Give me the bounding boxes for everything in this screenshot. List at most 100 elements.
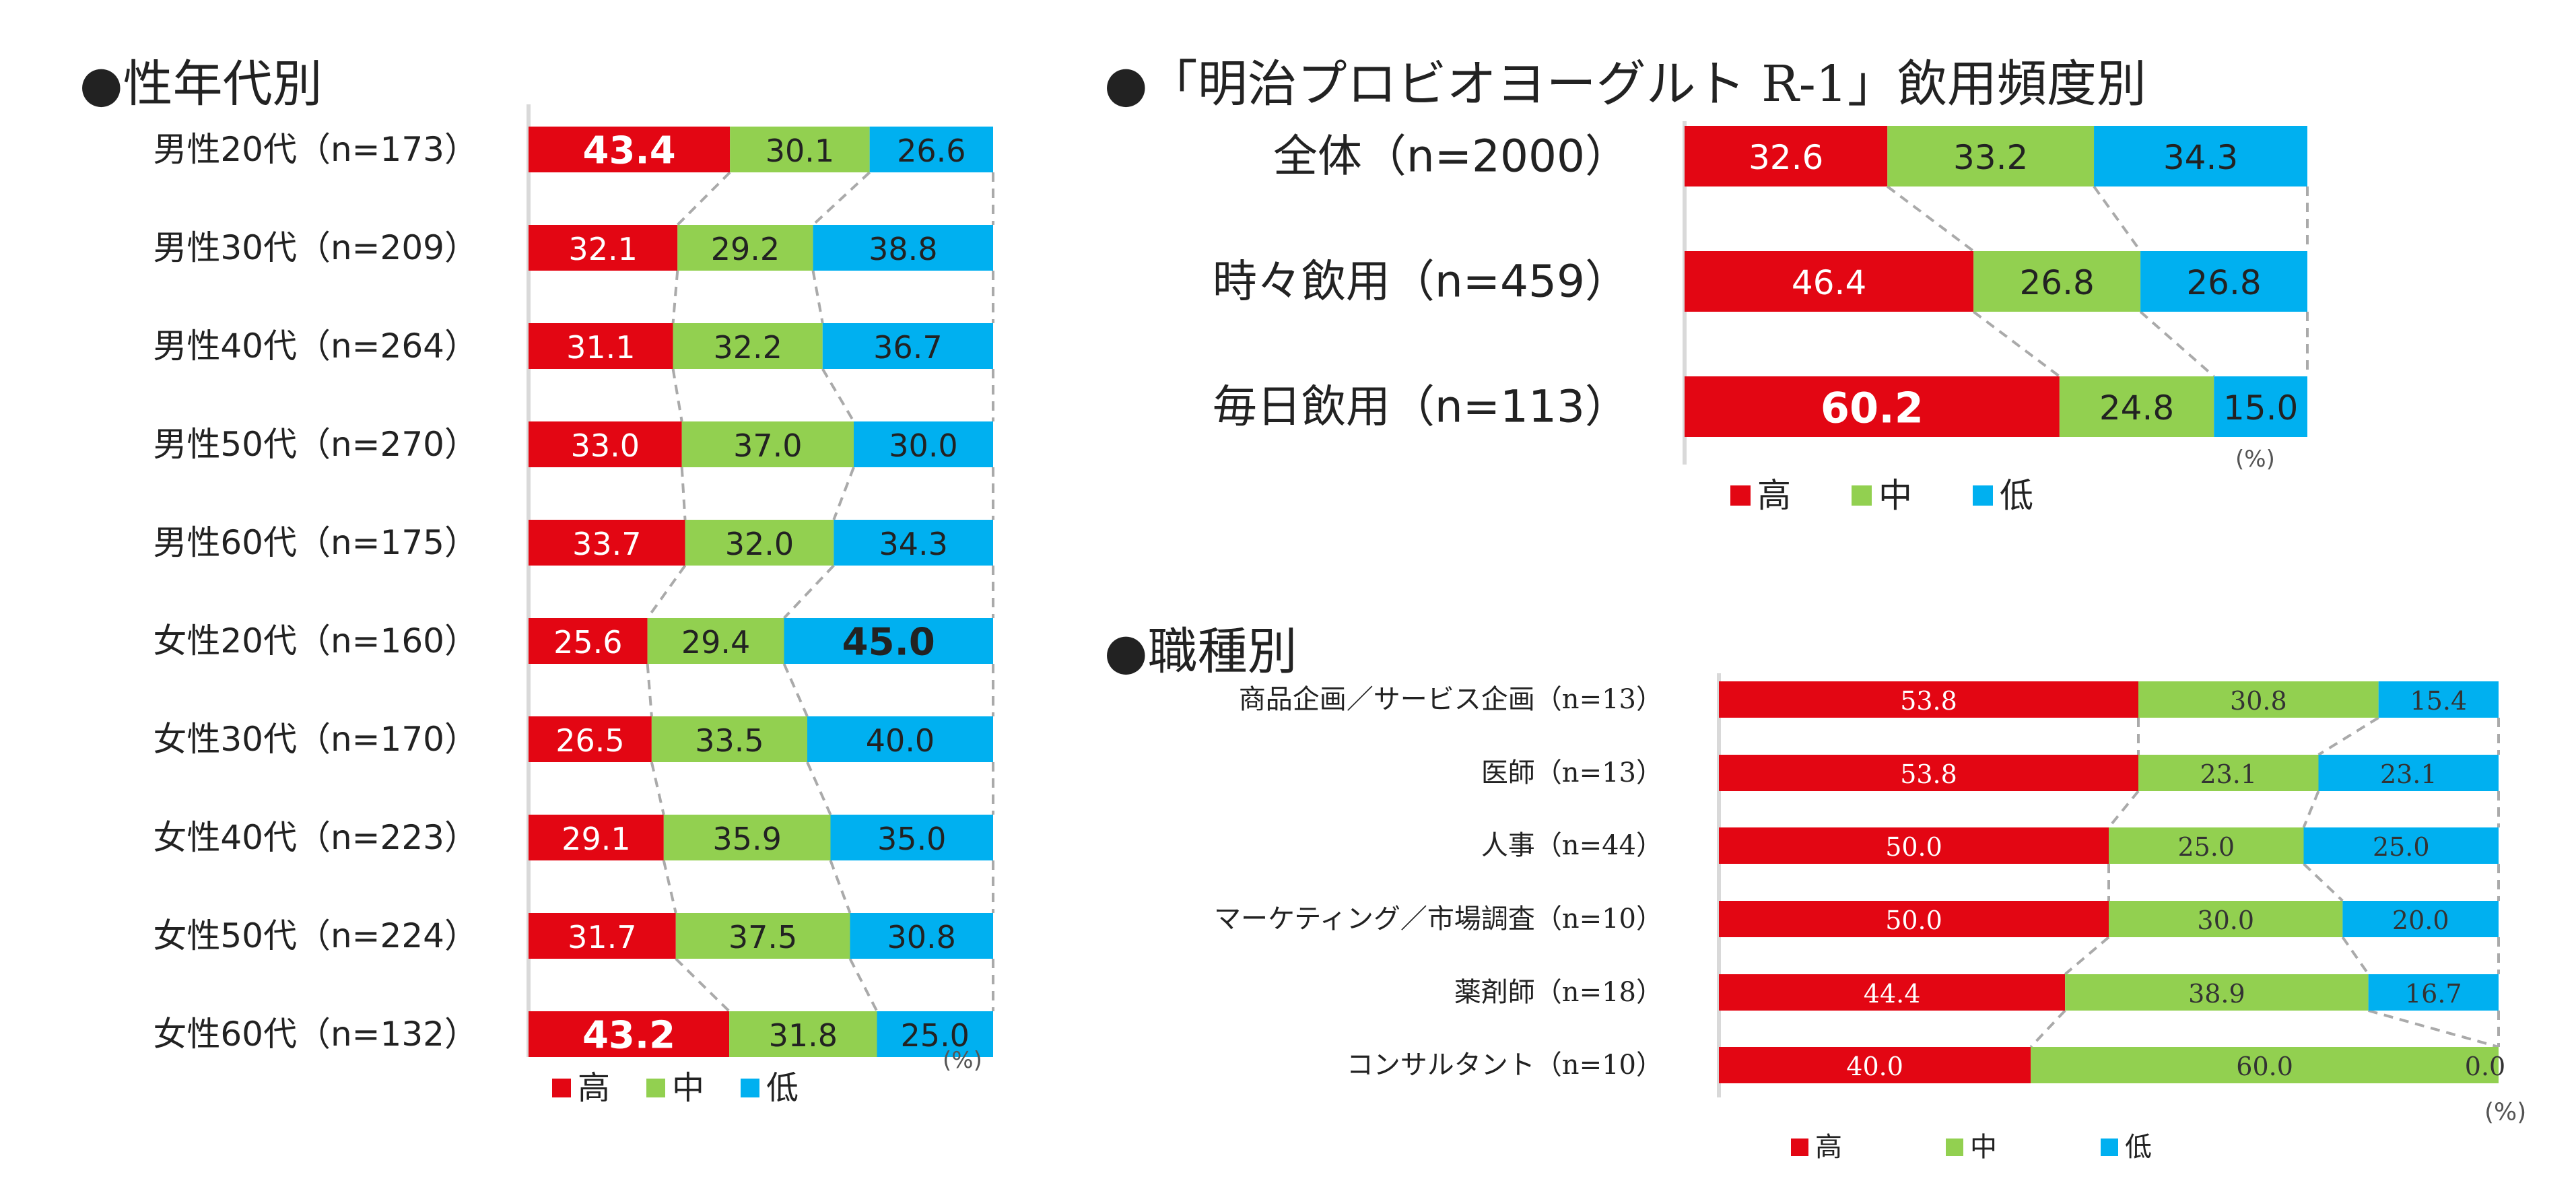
data-label: 45.0: [842, 621, 935, 665]
connector-line: [671, 368, 683, 422]
data-label: 31.7: [568, 919, 636, 955]
bar-segment-mid: [1973, 251, 2141, 312]
bar-segment-high: [1719, 1047, 2031, 1083]
legend-swatch-mid: [646, 1079, 665, 1097]
bar-segment-high: [529, 716, 652, 762]
bar-segment-high: [529, 913, 676, 959]
data-label: 35.0: [877, 821, 946, 857]
data-label: 23.1: [2380, 759, 2437, 789]
bar-segment-mid: [2031, 1047, 2499, 1083]
bar-segment-low: [813, 225, 993, 271]
data-label: 43.2: [582, 1014, 675, 1058]
category-label: 全体（n=2000）: [1273, 131, 1629, 182]
category-label: 男性20代（n=173）: [153, 130, 478, 169]
data-label: 29.4: [681, 624, 750, 660]
data-label: 25.0: [2373, 832, 2430, 862]
bar-segment-low: [2094, 126, 2307, 186]
unit-label: (%): [2484, 1099, 2526, 1126]
chart-title: ●「明治プロビオヨーグルト R-1」飲用頻度別: [1104, 55, 2146, 113]
data-label: 25.0: [901, 1017, 970, 1054]
bar-segment-low: [784, 618, 993, 664]
data-label: 26.6: [897, 133, 965, 169]
connector-line: [832, 467, 855, 520]
category-label: マーケティング／市場調査（n=10）: [1214, 904, 1663, 935]
connector-line: [680, 467, 687, 520]
data-label: 40.0: [866, 722, 935, 759]
data-label: 33.7: [572, 526, 641, 562]
connector-line: [783, 564, 835, 619]
unit-label: (%): [943, 1047, 982, 1074]
bar-segment-high: [529, 421, 682, 467]
unit-label: (%): [2235, 446, 2275, 473]
bar-segment-mid: [730, 127, 870, 172]
connector-line: [2093, 185, 2142, 252]
bar-segment-high: [529, 225, 678, 271]
connector-line: [2303, 862, 2344, 902]
data-label: 53.8: [1900, 686, 1957, 716]
legend-swatch-low: [741, 1079, 759, 1097]
category-label: 男性40代（n=264）: [153, 327, 478, 366]
data-label: 46.4: [1792, 263, 1866, 302]
connector-line: [782, 663, 809, 717]
data-label: 60.0: [2236, 1052, 2293, 1081]
bar-segment-mid: [651, 716, 807, 762]
data-label: 43.4: [582, 129, 675, 173]
data-label: 33.5: [695, 722, 764, 759]
bar-segment-mid: [729, 1011, 877, 1057]
data-label: 38.9: [2188, 979, 2245, 1009]
connector-line: [829, 860, 852, 914]
data-label: 30.0: [889, 428, 957, 464]
data-label: 30.8: [887, 919, 956, 955]
legend-label-low: 低: [2000, 476, 2033, 515]
data-label: 25.0: [2177, 832, 2235, 862]
data-label: 31.8: [769, 1017, 838, 1054]
connector-line: [2107, 790, 2140, 829]
bar-segment-mid: [2109, 901, 2343, 937]
bar-segment-high: [529, 815, 664, 860]
connector-line: [2139, 310, 2215, 378]
bar-segment-mid: [2138, 681, 2379, 718]
data-label: 50.0: [1885, 906, 1942, 935]
bar-segment-low: [2214, 376, 2307, 437]
bar-segment-mid: [685, 520, 834, 566]
legend-swatch-high: [1730, 485, 1751, 506]
bar-segment-high: [1719, 901, 2109, 937]
data-label: 32.2: [713, 329, 782, 366]
bar-segment-mid: [677, 225, 813, 271]
connector-line: [646, 564, 687, 619]
bar-segment-mid: [2138, 755, 2319, 791]
category-label: 男性30代（n=209）: [153, 228, 478, 267]
legend-label-high: 高: [1815, 1132, 1842, 1163]
bar-segment-low: [2318, 755, 2499, 791]
connector-line: [812, 171, 871, 226]
data-label: 29.2: [711, 231, 780, 267]
category-label: 毎日飲用（n=113）: [1213, 381, 1629, 433]
bar-segment-low: [830, 815, 993, 860]
category-label: 人事（n=44）: [1481, 830, 1663, 861]
data-label: 37.5: [728, 919, 797, 955]
bar-segment-low: [877, 1011, 993, 1057]
legend-swatch-low: [2101, 1139, 2118, 1156]
bar-segment-mid: [647, 618, 784, 664]
data-label: 20.0: [2392, 906, 2449, 935]
data-label: 60.2: [1821, 384, 1924, 433]
bar-segment-low: [2303, 827, 2499, 864]
category-label: コンサルタント（n=10）: [1347, 1050, 1663, 1081]
data-label: 32.0: [725, 526, 794, 562]
connector-line: [650, 761, 665, 815]
bar-segment-low: [2140, 251, 2307, 312]
data-label: 33.2: [1953, 138, 2028, 177]
data-label: 30.8: [2230, 686, 2287, 716]
bar-segment-high: [529, 520, 685, 566]
data-label: 30.1: [766, 133, 834, 169]
data-label: 16.7: [2405, 979, 2462, 1009]
connector-line: [2368, 1009, 2499, 1048]
category-label: 薬剤師（n=18）: [1454, 977, 1663, 1008]
legend-label-high: 高: [578, 1069, 610, 1107]
connector-line: [646, 663, 653, 717]
legend-label-low: 低: [766, 1069, 799, 1107]
data-label: 23.1: [2200, 759, 2257, 789]
data-label: 32.6: [1749, 138, 1823, 177]
